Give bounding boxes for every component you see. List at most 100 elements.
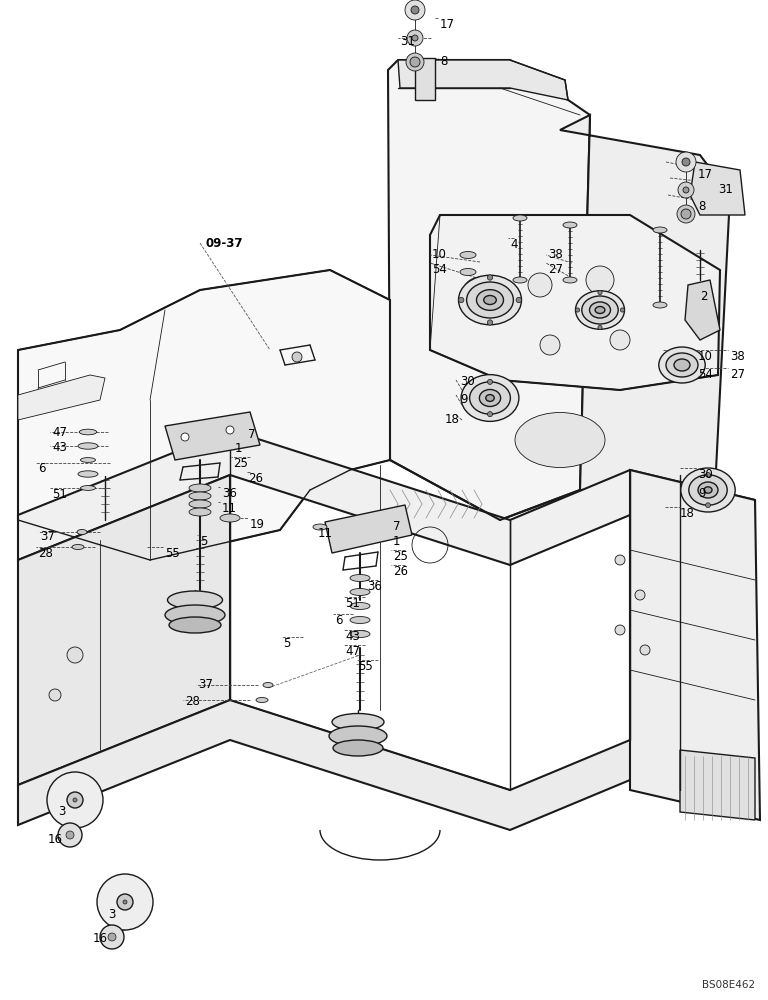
Polygon shape xyxy=(18,270,390,560)
Text: 8: 8 xyxy=(440,55,448,68)
Circle shape xyxy=(528,273,552,297)
Ellipse shape xyxy=(81,486,95,490)
Circle shape xyxy=(488,379,492,384)
Text: 27: 27 xyxy=(730,368,745,381)
Ellipse shape xyxy=(256,698,268,702)
Circle shape xyxy=(488,320,493,325)
Circle shape xyxy=(49,689,61,701)
Circle shape xyxy=(47,772,103,828)
Polygon shape xyxy=(680,750,755,820)
Text: 38: 38 xyxy=(730,350,745,363)
Polygon shape xyxy=(388,60,590,520)
Text: 47: 47 xyxy=(52,426,67,439)
Ellipse shape xyxy=(698,482,718,498)
Ellipse shape xyxy=(563,277,577,283)
Text: 37: 37 xyxy=(40,530,55,543)
Circle shape xyxy=(58,823,82,847)
Ellipse shape xyxy=(653,302,667,308)
Text: 1: 1 xyxy=(393,535,400,548)
Ellipse shape xyxy=(484,296,496,304)
Circle shape xyxy=(462,277,498,313)
Ellipse shape xyxy=(458,275,521,325)
Ellipse shape xyxy=(72,544,84,550)
Text: 25: 25 xyxy=(233,457,248,470)
Text: BS08E462: BS08E462 xyxy=(702,980,755,990)
Circle shape xyxy=(458,297,464,303)
Text: 55: 55 xyxy=(165,547,180,560)
Text: 2: 2 xyxy=(700,290,707,303)
Ellipse shape xyxy=(677,205,695,223)
Circle shape xyxy=(586,266,614,294)
Ellipse shape xyxy=(332,714,384,730)
Ellipse shape xyxy=(77,530,87,534)
Ellipse shape xyxy=(220,514,240,522)
Polygon shape xyxy=(398,60,568,100)
Text: 25: 25 xyxy=(393,550,408,563)
Ellipse shape xyxy=(350,588,370,595)
Text: 5: 5 xyxy=(283,637,290,650)
Text: 28: 28 xyxy=(185,695,200,708)
Text: 31: 31 xyxy=(400,35,415,48)
Ellipse shape xyxy=(460,268,476,275)
Text: 30: 30 xyxy=(698,468,713,481)
Text: 7: 7 xyxy=(393,520,400,533)
Polygon shape xyxy=(560,115,730,490)
Circle shape xyxy=(540,335,560,355)
Ellipse shape xyxy=(313,524,327,530)
Ellipse shape xyxy=(674,359,690,371)
Ellipse shape xyxy=(678,182,694,198)
Text: 51: 51 xyxy=(345,597,360,610)
Ellipse shape xyxy=(461,375,519,421)
Text: 47: 47 xyxy=(345,645,360,658)
Circle shape xyxy=(681,209,691,219)
Ellipse shape xyxy=(479,389,501,406)
Ellipse shape xyxy=(169,617,221,633)
Text: 16: 16 xyxy=(93,932,108,945)
Ellipse shape xyxy=(405,0,425,20)
Circle shape xyxy=(100,925,124,949)
Circle shape xyxy=(67,792,83,808)
Ellipse shape xyxy=(407,30,423,46)
Text: 10: 10 xyxy=(432,248,447,261)
Text: 38: 38 xyxy=(548,248,563,261)
Circle shape xyxy=(411,6,419,14)
Circle shape xyxy=(123,900,127,904)
Circle shape xyxy=(488,412,492,417)
Text: 18: 18 xyxy=(680,507,695,520)
Ellipse shape xyxy=(476,290,504,310)
Circle shape xyxy=(73,798,77,802)
Circle shape xyxy=(706,503,710,508)
Text: 9: 9 xyxy=(460,393,468,406)
Text: 7: 7 xyxy=(248,428,256,441)
Text: 16: 16 xyxy=(48,833,63,846)
Ellipse shape xyxy=(582,296,618,324)
Ellipse shape xyxy=(666,353,698,377)
Ellipse shape xyxy=(563,222,577,228)
Polygon shape xyxy=(630,470,760,820)
Circle shape xyxy=(108,933,116,941)
Text: 10: 10 xyxy=(698,350,713,363)
Text: 3: 3 xyxy=(58,805,65,818)
Circle shape xyxy=(97,874,153,930)
Text: 31: 31 xyxy=(718,183,733,196)
Polygon shape xyxy=(18,475,230,785)
Ellipse shape xyxy=(575,291,624,329)
Ellipse shape xyxy=(78,471,98,477)
Text: 6: 6 xyxy=(38,462,45,475)
Ellipse shape xyxy=(590,302,611,318)
Ellipse shape xyxy=(189,492,211,500)
Ellipse shape xyxy=(78,443,98,449)
Circle shape xyxy=(598,325,602,330)
Text: 43: 43 xyxy=(52,441,67,454)
Ellipse shape xyxy=(329,726,387,746)
Ellipse shape xyxy=(350,574,370,582)
Circle shape xyxy=(66,831,74,839)
Ellipse shape xyxy=(189,484,211,492)
Polygon shape xyxy=(165,412,260,460)
Text: 17: 17 xyxy=(698,168,713,181)
Polygon shape xyxy=(415,58,435,100)
Text: 17: 17 xyxy=(440,18,455,31)
Ellipse shape xyxy=(515,412,605,468)
Polygon shape xyxy=(18,375,105,420)
Text: 28: 28 xyxy=(38,547,53,560)
